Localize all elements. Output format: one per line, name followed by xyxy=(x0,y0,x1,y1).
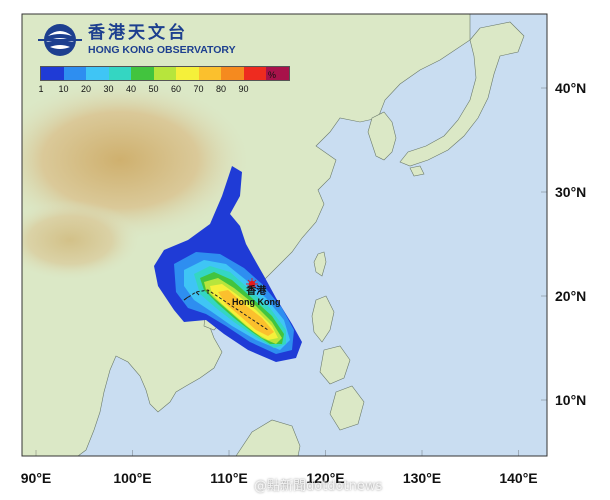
org-name-en: HONG KONG OBSERVATORY xyxy=(88,43,236,56)
hko-logo-icon xyxy=(38,24,82,56)
legend-swatch xyxy=(198,67,221,80)
hong-kong-label: 香港 Hong Kong xyxy=(232,286,281,307)
longitude-label: 120°E xyxy=(306,470,345,486)
legend-swatch xyxy=(266,67,289,80)
legend-swatch xyxy=(63,67,86,80)
philippines-islands xyxy=(311,295,365,431)
latitude-label: 20°N xyxy=(555,288,587,304)
legend-swatch xyxy=(153,67,176,80)
track-markers xyxy=(183,290,209,301)
legend-swatch xyxy=(221,67,244,80)
legend-tick-label: 80 xyxy=(215,84,227,94)
latitude-label: 30°N xyxy=(555,184,587,200)
latitude-label: 10°N xyxy=(555,392,587,408)
legend-tick-label: 90 xyxy=(238,84,249,94)
org-name-cn: 香港天文台 xyxy=(88,22,188,43)
legend-tick-label: 50 xyxy=(148,84,159,94)
plateau-shading xyxy=(22,200,140,280)
legend-swatch xyxy=(86,67,109,80)
watermark: @點新聞dotdotnews xyxy=(254,479,383,494)
legend-swatch xyxy=(131,67,154,80)
legend-tick-label: 20 xyxy=(80,84,92,94)
longitude-label: 140°E xyxy=(499,470,538,486)
korea-peninsula xyxy=(367,111,397,161)
legend-tick-label: 70 xyxy=(193,84,204,94)
longitude-label: 90°E xyxy=(20,470,52,486)
hong-kong-label-en: Hong Kong xyxy=(232,296,281,307)
legend-color-bar xyxy=(40,66,290,81)
forecast-track xyxy=(183,289,269,331)
probability-legend: 1 10 20 30 40 50 60 70 80 90 % xyxy=(38,66,290,94)
taiwan-island xyxy=(313,251,327,277)
probability-swath xyxy=(154,166,302,362)
kyushu xyxy=(409,165,425,177)
longitude-label: 110°E xyxy=(210,470,248,486)
hong-kong-marker-icon xyxy=(246,278,258,290)
legend-tick-label: 30 xyxy=(103,84,114,94)
legend-swatch xyxy=(41,67,64,80)
legend-swatch xyxy=(243,67,266,80)
latitude-label: 40°N xyxy=(555,80,587,96)
swath-band-70 xyxy=(218,290,274,336)
plateau-shading xyxy=(22,80,250,240)
hko-logo: 香港天文台 HONG KONG OBSERVATORY xyxy=(38,22,236,58)
borneo-coast xyxy=(235,419,301,456)
legend-swatch xyxy=(108,67,131,80)
japan-islands xyxy=(399,21,525,167)
legend-tick-label: 40 xyxy=(125,84,137,94)
legend-tick-label: 60 xyxy=(170,84,182,94)
legend-unit: % xyxy=(268,70,277,80)
map-frame xyxy=(21,13,548,457)
longitude-label: 100°E xyxy=(113,470,152,486)
graticule xyxy=(35,87,547,456)
hong-kong-label-cn: 香港 xyxy=(246,286,267,297)
legend-tick-label: 1 xyxy=(38,84,44,94)
longitude-label: 130°E xyxy=(402,470,442,486)
legend-swatch xyxy=(176,67,199,80)
legend-tick-label: 10 xyxy=(58,84,69,94)
